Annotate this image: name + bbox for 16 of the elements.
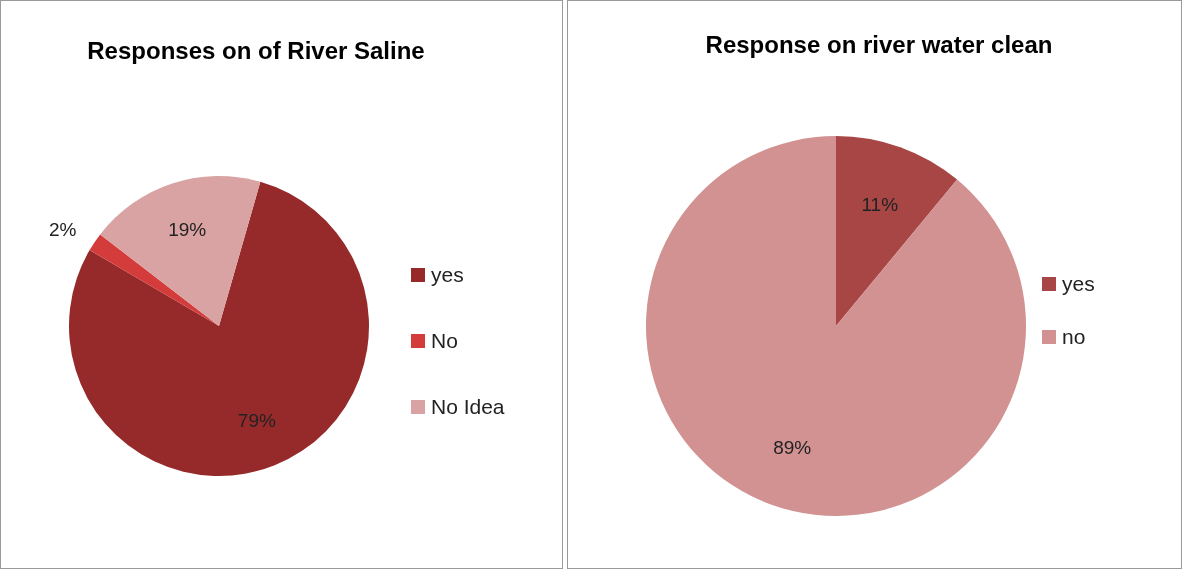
data-label: 19% [168, 218, 207, 240]
pie-slice [836, 136, 958, 326]
legend-label: yes [1062, 272, 1095, 296]
data-label: 11% [861, 193, 899, 215]
legend-label: no [1062, 325, 1086, 349]
pie-slice [646, 136, 1026, 516]
legend-label: yes [431, 263, 464, 287]
chart-title: Response on river water clean [704, 31, 1054, 59]
chart-title: Responses on of River Saline [86, 37, 426, 65]
data-label: 2% [48, 219, 77, 241]
data-label: 79% [237, 410, 276, 432]
legend-label: No [431, 329, 458, 353]
pie-slice [89, 234, 219, 326]
legend-label: No Idea [431, 395, 505, 419]
pie-slice [100, 176, 261, 326]
data-label: 89% [773, 437, 812, 459]
